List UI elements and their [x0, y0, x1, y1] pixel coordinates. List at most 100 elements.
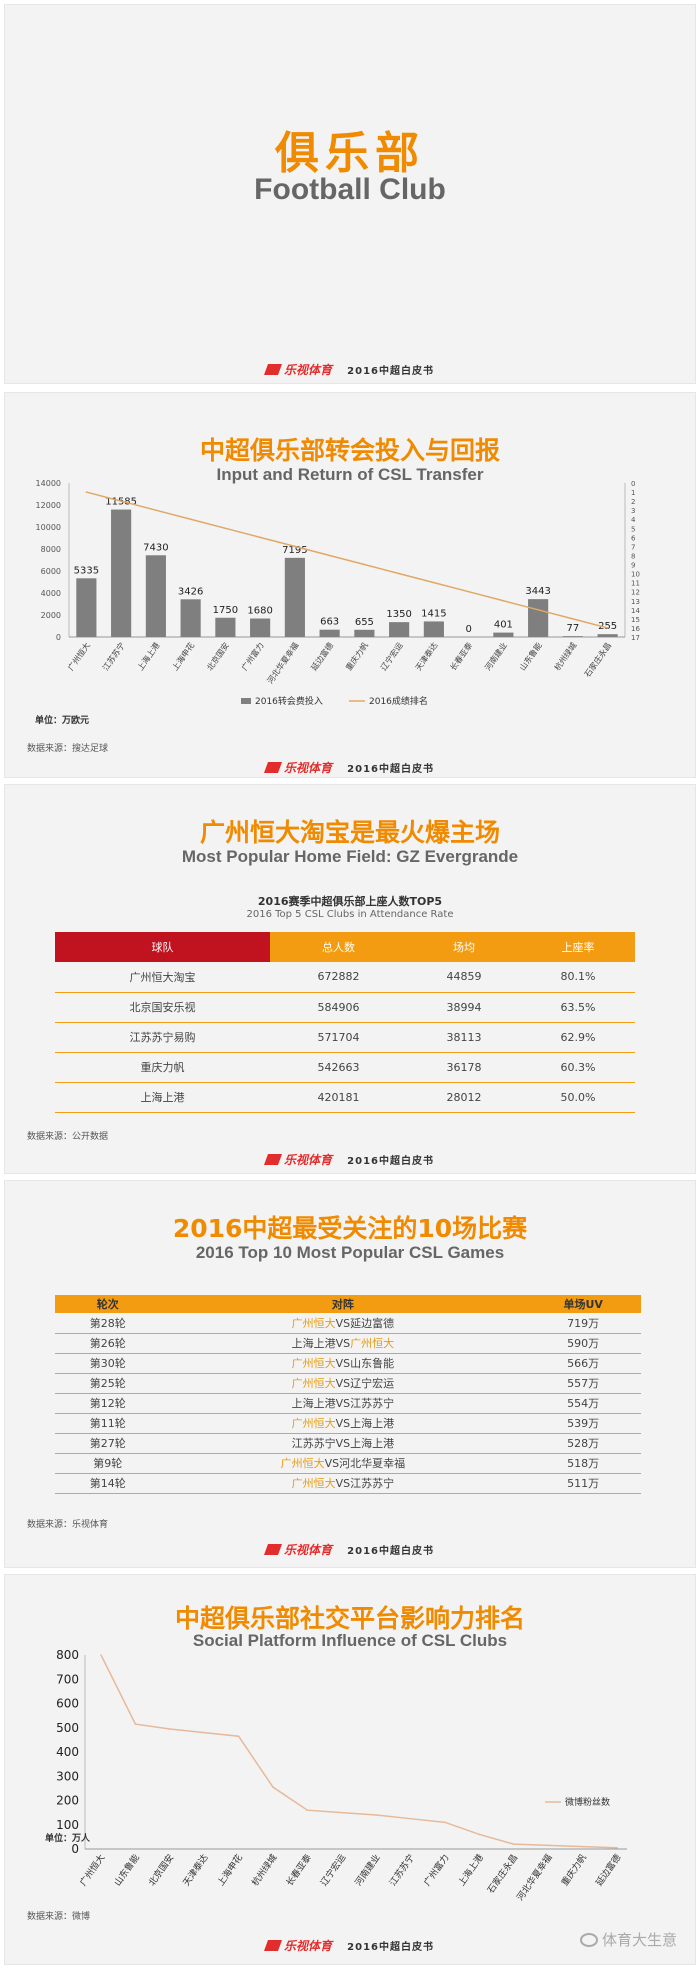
bar: [528, 599, 549, 637]
table-row: 上海上港 420181 28012 50.0%: [55, 1082, 635, 1113]
y2-tick-label: 12: [631, 589, 640, 597]
cell-match: 上海上港VS广州恒大: [160, 1333, 526, 1354]
y-tick-label: 10000: [36, 523, 61, 532]
ranking-point: [294, 545, 296, 548]
bar-value-label: 1750: [213, 605, 238, 616]
bar: [597, 634, 618, 637]
cell-team: 重庆力帆: [55, 1052, 271, 1083]
cell-match: 广州恒大VS江苏苏宁: [160, 1473, 526, 1494]
vs-label: VS: [324, 1457, 340, 1470]
cell-match: 广州恒大VS山东鲁能: [160, 1353, 526, 1374]
ranking-point: [85, 491, 88, 493]
cell-rate: 63.5%: [521, 992, 635, 1023]
home-team: 广州恒大: [280, 1457, 325, 1470]
letv-logo-icon: [263, 1940, 282, 1951]
cell-round: 第12轮: [55, 1393, 161, 1414]
y-tick-label: 8000: [41, 545, 61, 554]
x-tick-label: 重庆力帆: [343, 640, 370, 672]
x-tick-label: 广州富力: [239, 640, 266, 672]
y-tick-label: 0: [71, 1842, 79, 1856]
x-tick-label: 广州恒大: [65, 640, 92, 672]
table-title-cn: 2016赛季中超俱乐部上座人数TOP5: [257, 895, 443, 908]
bar-value-label: 655: [355, 617, 374, 628]
cell-match: 上海上港VS江苏苏宁: [160, 1393, 526, 1414]
legend: 2016转会费投入 2016成绩排名: [241, 695, 428, 707]
games-title-en: 2016 Top 10 Most Popular CSL Games: [195, 1243, 505, 1262]
followers-point: [272, 1786, 274, 1788]
table-row: 北京国安乐视 584906 38994 63.5%: [55, 992, 635, 1023]
away-team: 江苏苏宁: [350, 1477, 395, 1490]
vs-label: VS: [335, 1357, 351, 1370]
x-tick-label: 河南建业: [482, 640, 509, 672]
cell-team: 上海上港: [55, 1082, 271, 1113]
header-team: 球队: [55, 932, 271, 962]
letv-logo-icon: [263, 1154, 282, 1165]
source-label: 数据来源：乐视体育: [27, 1520, 109, 1530]
table-row: 第30轮 广州恒大VS山东鲁能 566万: [55, 1353, 641, 1374]
home-team: 广州恒大: [291, 1377, 336, 1390]
footer: 乐视体育 2016中超白皮书: [5, 759, 695, 775]
bar: [423, 621, 444, 637]
bar-value-label: 255: [598, 621, 617, 632]
followers-point: [306, 1809, 309, 1811]
ranking-point: [398, 572, 400, 575]
slide-popular-games: 2016中超最受关注的10场比赛 2016 Top 10 Most Popula…: [4, 1180, 696, 1568]
cell-rate: 62.9%: [521, 1022, 635, 1053]
cell-uv: 719万: [525, 1313, 641, 1334]
slide-attendance: 广州恒大淘宝是最火爆主场 Most Popular Home Field: GZ…: [4, 784, 696, 1174]
cell-uv: 590万: [525, 1333, 641, 1354]
footer: 乐视体育 2016中超白皮书: [5, 1937, 695, 1953]
ranking-point: [155, 509, 157, 511]
bar-value-label: 1415: [421, 608, 446, 619]
bar: [284, 557, 305, 637]
cell-total: 571704: [270, 1022, 407, 1053]
cell-uv: 566万: [525, 1353, 641, 1374]
cell-rate: 80.1%: [521, 962, 635, 993]
vs-label: VS: [335, 1377, 351, 1390]
cell-uv: 557万: [525, 1373, 641, 1394]
bar: [215, 617, 236, 637]
followers-point: [100, 1654, 102, 1656]
cell-round: 第30轮: [55, 1353, 161, 1374]
table-header-row: 球队 总人数 场均 上座率: [55, 932, 635, 962]
cell-uv: 554万: [525, 1393, 641, 1414]
x-tick-label: 杭州绿城: [249, 1852, 279, 1888]
table-row: 第9轮 广州恒大VS河北华夏幸福 518万: [55, 1453, 641, 1474]
followers-point: [547, 1844, 549, 1847]
x-tick-label: 北京国安: [146, 1852, 176, 1888]
header-match: 对阵: [160, 1295, 526, 1313]
footer: 乐视体育 2016中超白皮书: [5, 361, 695, 377]
table-row: 江苏苏宁易购 571704 38113 62.9%: [55, 1022, 635, 1053]
y2-tick-label: 4: [631, 516, 636, 524]
y2-tick-label: 0: [631, 480, 635, 488]
away-team: 广州恒大: [350, 1337, 395, 1350]
y2-tick-label: 7: [631, 543, 635, 551]
bar: [493, 632, 514, 637]
y2-tick-label: 16: [631, 625, 640, 633]
attendance-table: 球队 总人数 场均 上座率 广州恒大淘宝 672882 44859 80.1% 北京国安…: [55, 932, 635, 1113]
games-table: 轮次 对阵 单场UV 第28轮 广州恒大VS延边富德 719万 第26轮 上海上港VS广…: [55, 1295, 641, 1494]
source-label: 数据来源：搜达足球: [27, 744, 109, 754]
vs-label: VS: [335, 1337, 351, 1350]
bar-value-label: 7195: [282, 545, 307, 556]
header-rate: 上座率: [521, 932, 635, 962]
legend-label-bar: 2016转会费投入: [255, 695, 323, 707]
table-row: 广州恒大淘宝 672882 44859 80.1%: [55, 962, 635, 993]
x-tick-label: 上海申花: [170, 640, 197, 672]
ranking-point: [572, 618, 574, 620]
cell-match: 广州恒大VS辽宁宏运: [160, 1373, 526, 1394]
whitepaper-label: 2016中超白皮书: [347, 764, 435, 775]
cell-match: 广州恒大VS延边富德: [160, 1313, 526, 1334]
bar: [389, 622, 410, 637]
followers-point: [616, 1846, 618, 1849]
ranking-point: [537, 609, 539, 611]
brand-logo: 乐视体育: [263, 1939, 332, 1953]
bar-value-label: 11585: [105, 497, 137, 508]
brand-logo: 乐视体育: [263, 761, 332, 775]
ranking-point: [467, 590, 470, 593]
social-chart: 0 100 200 300 400 500 600 700 800 广州恒大 山东鲁能 北京国安 天津泰…: [56, 1648, 627, 1903]
x-tick-label: 广州富力: [421, 1852, 451, 1888]
social-title-en: Social Platform Influence of CSL Clubs: [192, 1631, 508, 1650]
cell-match: 广州恒大VS上海上港: [160, 1413, 526, 1434]
followers-point: [203, 1731, 205, 1734]
